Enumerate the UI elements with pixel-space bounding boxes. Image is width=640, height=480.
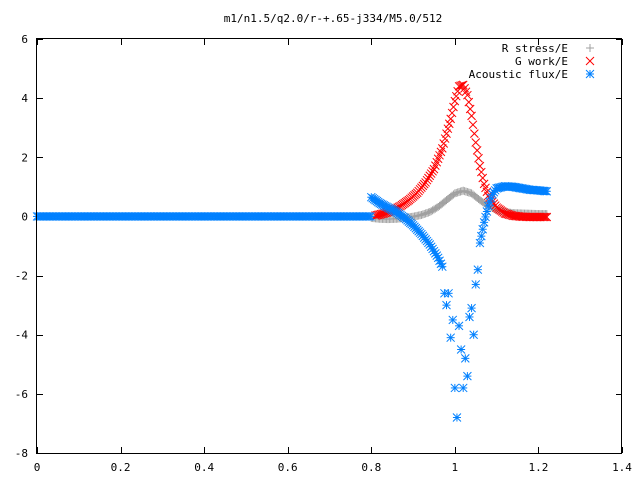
g-work-e-point xyxy=(475,161,485,171)
acoustic-flux-e-point xyxy=(482,207,492,216)
g-work-e-point xyxy=(443,124,453,134)
acoustic-flux-e-point xyxy=(458,383,468,393)
acoustic-flux-e-point xyxy=(467,303,476,313)
g-work-e-point xyxy=(422,175,432,185)
g-work-e-point xyxy=(447,108,457,118)
g-work-e-point xyxy=(437,144,447,153)
plot-frame xyxy=(36,38,622,454)
plot-marks xyxy=(32,80,552,422)
g-work-e-point xyxy=(442,129,451,138)
acoustic-flux-e-point xyxy=(475,238,485,248)
acoustic-flux-e-point xyxy=(479,217,489,227)
acoustic-flux-e-point xyxy=(463,371,472,381)
acoustic-flux-e-point xyxy=(437,262,447,272)
g-work-e-point xyxy=(424,173,433,183)
g-work-e-point xyxy=(463,90,472,100)
x-tick-label: 0.6 xyxy=(278,461,298,474)
acoustic-flux-e-point xyxy=(366,212,375,221)
acoustic-flux-e-point xyxy=(465,312,474,322)
g-work-e-point xyxy=(421,178,430,187)
series-1 xyxy=(371,80,552,222)
acoustic-flux-e-point xyxy=(460,354,470,363)
x-tick-label: 0 xyxy=(34,461,41,474)
g-work-e-point xyxy=(467,111,476,121)
legend-label: G work/E xyxy=(515,55,568,68)
legend-marker xyxy=(585,56,595,66)
g-work-e-point xyxy=(465,104,475,114)
g-work-e-point xyxy=(451,91,461,101)
g-work-e-point xyxy=(471,138,481,147)
g-work-e-point xyxy=(439,139,449,148)
acoustic-flux-e-point xyxy=(456,345,466,354)
acoustic-flux-e-point xyxy=(542,186,552,196)
acoustic-flux-e-point xyxy=(478,224,488,234)
legend-label: Acoustic flux/E xyxy=(469,68,568,81)
g-work-e-point xyxy=(472,146,482,155)
acoustic-flux-e-point xyxy=(469,330,479,340)
chart-title: m1/n1.5/q2.0/r-+.65-j334/M5.0/512 xyxy=(224,12,443,25)
acoustic-flux-e-point xyxy=(481,212,490,222)
g-work-e-point xyxy=(468,120,478,130)
y-tick-label: -4 xyxy=(15,329,29,342)
g-work-e-point xyxy=(474,153,483,163)
acoustic-flux-e-point xyxy=(452,413,462,422)
acoustic-baseline xyxy=(32,212,375,221)
acoustic-flux-e-point xyxy=(476,231,486,241)
acoustic-flux-e-point xyxy=(450,383,460,393)
y-tick-label: -6 xyxy=(15,388,28,401)
g-work-e-point xyxy=(426,169,436,178)
x-tick-label: 1.2 xyxy=(528,461,548,474)
acoustic-flux-e-point xyxy=(444,288,453,298)
y-tick-label: 0 xyxy=(21,210,28,223)
g-work-e-point xyxy=(539,212,549,222)
g-work-e-point xyxy=(476,167,486,177)
g-work-e-point xyxy=(478,173,488,183)
x-tick-label: 0.2 xyxy=(111,461,131,474)
acoustic-flux-e-point xyxy=(454,321,464,331)
acoustic-flux-e-point xyxy=(446,333,456,343)
acoustic-flux-e-point xyxy=(473,265,483,275)
g-work-e-point xyxy=(464,97,474,107)
series-2 xyxy=(366,181,552,422)
y-tick-label: 6 xyxy=(21,33,28,46)
y-tick-label: 2 xyxy=(21,151,28,164)
g-work-e-point xyxy=(450,96,460,106)
y-tick-label: 4 xyxy=(21,92,28,105)
g-work-e-point xyxy=(542,212,552,222)
acoustic-flux-e-point xyxy=(486,193,496,203)
g-work-e-point xyxy=(538,212,547,222)
y-tick-label: -8 xyxy=(15,447,28,460)
x-tick-label: 0.4 xyxy=(194,461,214,474)
x-tick-label: 1.4 xyxy=(612,461,632,474)
g-work-e-point xyxy=(541,212,550,222)
axes: 0 0.2 0.4 0.6 0.8 1 1.2 1.4 6 4 2 0 -2 -4 -6 -8 xyxy=(15,33,633,474)
legend-marker xyxy=(585,69,595,79)
x-tick-label: 0.8 xyxy=(361,461,381,474)
y-tick-label: -2 xyxy=(15,270,28,283)
legend-label: R stress/E xyxy=(502,42,568,55)
x-tick-label: 1 xyxy=(452,461,459,474)
g-work-e-point xyxy=(470,129,479,138)
acoustic-flux-e-point xyxy=(471,280,481,289)
g-work-e-point xyxy=(444,119,454,129)
g-work-e-point xyxy=(428,166,437,176)
g-work-e-point xyxy=(449,102,458,112)
g-work-e-point xyxy=(425,171,435,181)
g-work-e-point xyxy=(446,114,456,124)
g-work-e-point xyxy=(440,134,450,143)
legend-marker xyxy=(586,44,594,52)
g-work-e-point xyxy=(453,86,462,96)
acoustic-flux-e-point xyxy=(442,300,451,310)
